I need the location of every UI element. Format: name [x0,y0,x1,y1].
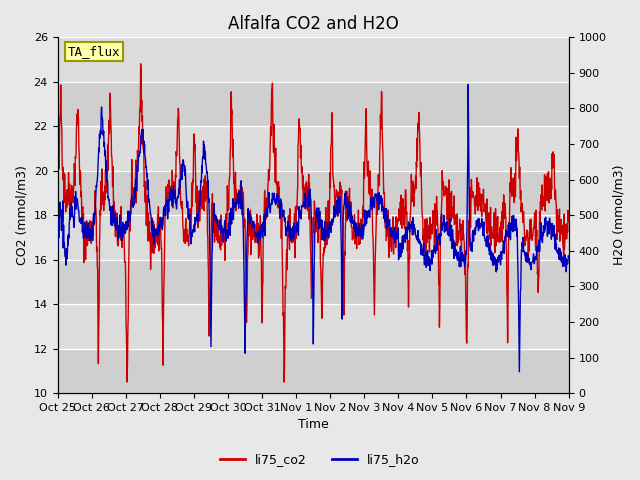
Bar [58,126,569,171]
Bar [58,171,569,215]
Bar [58,215,569,260]
Text: TA_flux: TA_flux [68,45,120,58]
Y-axis label: H2O (mmol/m3): H2O (mmol/m3) [612,165,625,265]
Bar [58,82,569,126]
Bar [58,37,569,82]
Y-axis label: CO2 (mmol/m3): CO2 (mmol/m3) [15,165,28,265]
Bar [58,260,569,304]
X-axis label: Time: Time [298,419,328,432]
Bar [58,304,569,348]
Title: Alfalfa CO2 and H2O: Alfalfa CO2 and H2O [228,15,399,33]
Bar [58,348,569,393]
Legend: li75_co2, li75_h2o: li75_co2, li75_h2o [215,448,425,471]
